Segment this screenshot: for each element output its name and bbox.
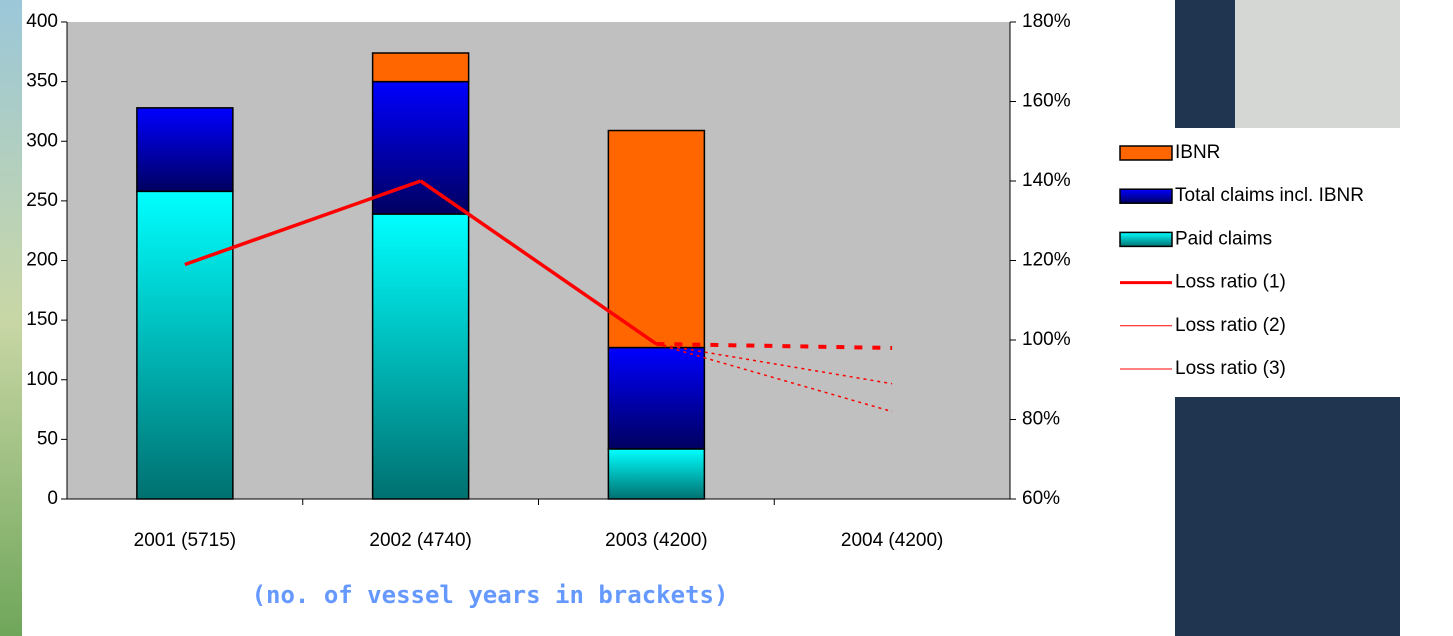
legend-swatch bbox=[1119, 231, 1173, 248]
y2-tick-label: 60% bbox=[1022, 488, 1060, 509]
y2-tick-label: 160% bbox=[1022, 91, 1071, 112]
x-tick-label: 2002 (4740) bbox=[369, 530, 471, 551]
legend-swatch bbox=[1119, 145, 1173, 161]
loss-ratio-line bbox=[656, 341, 893, 350]
subtitle: (no. of vessel years in brackets) bbox=[252, 581, 729, 609]
x-tick-label: 2001 (5715) bbox=[134, 530, 236, 551]
y-tick-label: 250 bbox=[26, 190, 58, 211]
bar-segment bbox=[607, 346, 706, 450]
y-tick-label: 350 bbox=[26, 71, 58, 92]
y2-tick-label: 180% bbox=[1022, 11, 1071, 32]
bar-segment bbox=[607, 448, 706, 500]
bar-segment bbox=[607, 129, 706, 349]
legend-label: Total claims incl. IBNR bbox=[1175, 185, 1364, 206]
loss-ratio-line bbox=[656, 343, 893, 385]
background-photo bbox=[0, 0, 22, 636]
legend-label: Loss ratio (2) bbox=[1175, 315, 1286, 336]
y2-tick-label: 140% bbox=[1022, 170, 1071, 191]
y-tick-label: 150 bbox=[26, 309, 58, 330]
x-tick-label: 2004 (4200) bbox=[841, 530, 943, 551]
loss-ratio-line bbox=[419, 179, 658, 346]
legend-label: Loss ratio (3) bbox=[1175, 358, 1286, 379]
y-tick-label: 100 bbox=[26, 369, 58, 390]
y-tick-label: 200 bbox=[26, 250, 58, 271]
y2-tick-label: 120% bbox=[1022, 250, 1071, 271]
y-tick-label: 300 bbox=[26, 130, 58, 151]
y2-tick-label: 100% bbox=[1022, 329, 1071, 350]
legend-swatch bbox=[1119, 188, 1173, 204]
bar-segment bbox=[371, 213, 470, 500]
bar-segment bbox=[371, 52, 470, 83]
legend-label: Loss ratio (1) bbox=[1175, 272, 1286, 293]
legend-label: IBNR bbox=[1175, 142, 1220, 163]
background-photo bbox=[1235, 0, 1400, 130]
loss-ratio-line bbox=[184, 179, 422, 267]
loss-ratio-line bbox=[656, 343, 893, 413]
bar-segment bbox=[136, 190, 234, 500]
x-tick-label: 2003 (4200) bbox=[605, 530, 707, 551]
legend-box bbox=[1105, 128, 1423, 397]
y-tick-label: 0 bbox=[47, 488, 58, 509]
y-tick-label: 400 bbox=[26, 11, 58, 32]
bar-segment bbox=[136, 107, 234, 193]
legend-label: Paid claims bbox=[1175, 228, 1272, 249]
y-tick-label: 50 bbox=[37, 428, 58, 449]
y2-tick-label: 80% bbox=[1022, 409, 1060, 430]
